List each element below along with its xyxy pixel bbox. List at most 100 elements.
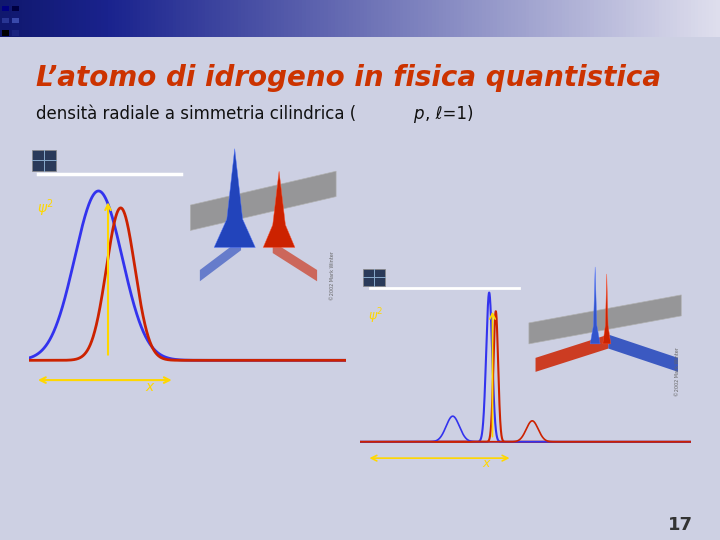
Bar [432,0,436,37]
Bar [511,0,516,37]
Bar [641,0,645,37]
Bar [392,0,397,37]
Bar [40,0,44,37]
Bar [598,0,602,37]
Bar [547,0,552,37]
Bar [626,0,631,37]
Bar [335,0,339,37]
Bar [616,0,620,37]
Bar [655,0,660,37]
Bar [173,0,177,37]
Text: $\psi^2$: $\psi^2$ [368,306,384,326]
Bar [601,0,606,37]
Bar [169,0,174,37]
Bar [313,0,318,37]
Bar [551,0,555,37]
Bar [436,0,440,37]
Bar [295,0,300,37]
Text: densità radiale a simmetria cilindrica (: densità radiale a simmetria cilindrica ( [36,105,356,124]
Bar [11,0,15,37]
Bar [212,0,217,37]
Bar [158,0,163,37]
Bar [349,0,354,37]
Bar [450,0,454,37]
Bar [662,0,667,37]
Bar [371,0,375,37]
Polygon shape [190,171,336,231]
Bar [475,0,480,37]
Bar [104,0,109,37]
Bar [493,0,498,37]
Bar [418,0,422,37]
Bar [277,0,282,37]
Bar [677,0,681,37]
Bar [637,0,642,37]
Bar [569,0,573,37]
Bar [688,0,692,37]
Bar [508,0,512,37]
Bar [248,0,253,37]
Bar [497,0,501,37]
Bar [270,0,274,37]
Bar [702,0,706,37]
Bar [97,0,102,37]
Bar [713,0,717,37]
Bar [331,0,336,37]
Bar [50,0,55,37]
Bar [72,0,76,37]
Bar [32,0,37,37]
Bar [623,0,627,37]
Bar [292,0,296,37]
Bar [2,18,9,23]
Bar [317,0,321,37]
Bar [583,0,588,37]
Bar [367,0,372,37]
Bar [533,0,537,37]
Bar [580,0,584,37]
Bar [382,0,386,37]
Bar [464,0,469,37]
Bar [130,0,134,37]
Bar [500,0,505,37]
Bar [68,0,73,37]
Bar [673,0,678,37]
Bar [515,0,519,37]
Bar [572,0,577,37]
Bar [299,0,303,37]
Bar [184,0,188,37]
Bar [137,0,141,37]
Bar [374,0,379,37]
Bar [216,0,220,37]
Bar [590,0,595,37]
Bar [108,0,112,37]
Bar [479,0,483,37]
Bar [310,0,314,37]
Bar [43,0,48,37]
Bar [443,0,447,37]
Bar [554,0,559,37]
Bar [7,0,12,37]
Bar [241,0,246,37]
Bar [544,0,548,37]
Bar [119,0,123,37]
Bar [252,0,256,37]
Bar [144,0,148,37]
Bar [4,0,8,37]
Text: ©2002 Mark Winter: ©2002 Mark Winter [675,347,680,396]
Bar [526,0,530,37]
Bar [209,0,213,37]
Bar [558,0,562,37]
Bar [227,0,231,37]
Bar [288,0,292,37]
Bar [194,0,199,37]
Text: $\psi^2$: $\psi^2$ [37,197,54,219]
Bar [79,0,84,37]
Bar [461,0,465,37]
Bar [619,0,624,37]
Bar [605,0,609,37]
Bar [414,0,418,37]
Bar [454,0,458,37]
Bar [198,0,202,37]
Bar [486,0,490,37]
Bar [587,0,591,37]
